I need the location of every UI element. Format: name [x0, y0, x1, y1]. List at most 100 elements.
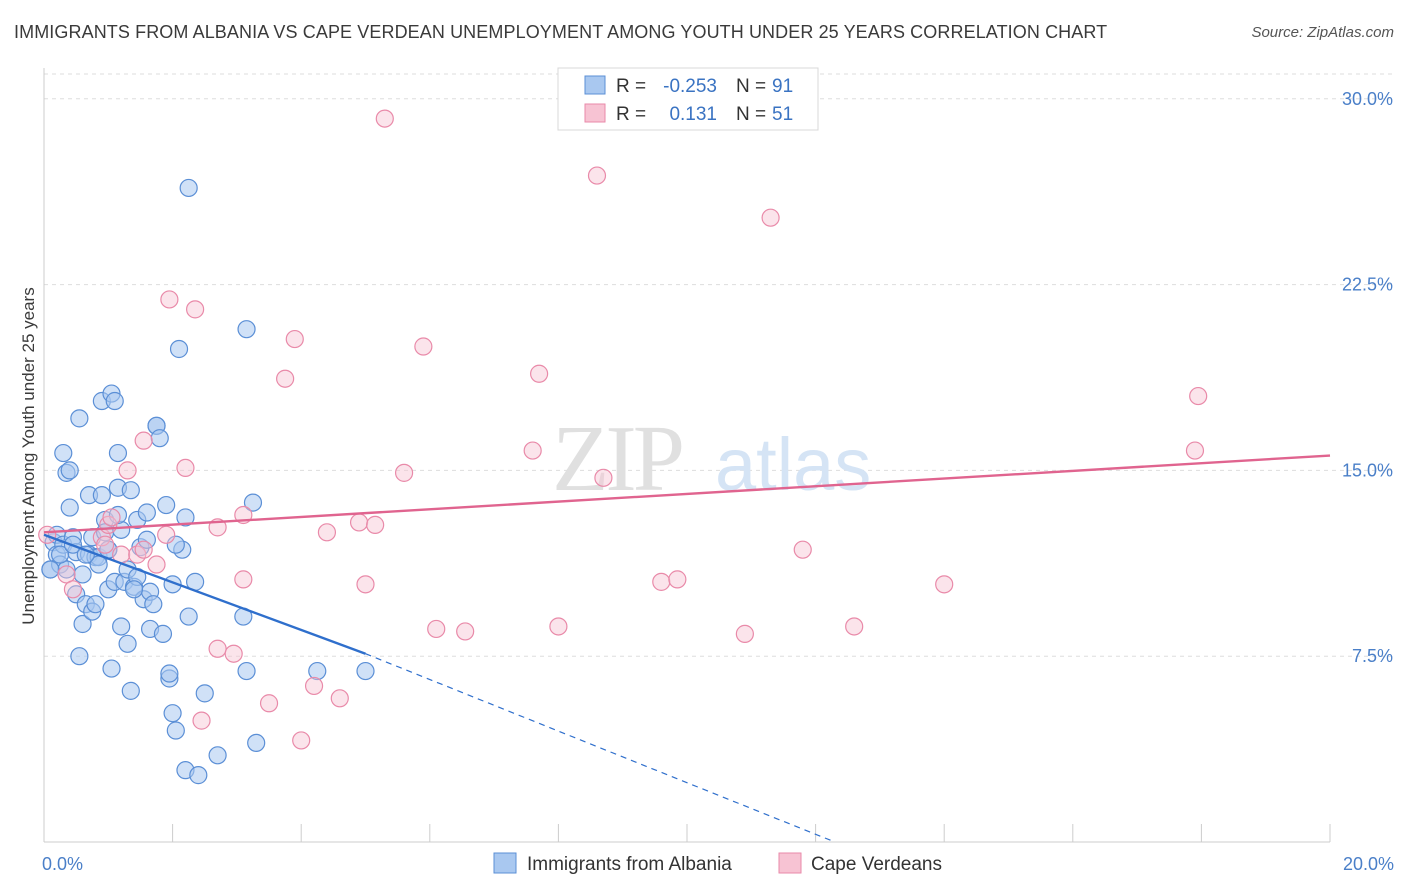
series-cape-verdean-points — [38, 109, 1208, 750]
albania-point-80 — [247, 733, 266, 753]
albania-point-52 — [137, 503, 156, 522]
albania-point-82 — [356, 661, 375, 681]
albania-point-24 — [86, 595, 105, 614]
legend-swatch-pink — [584, 103, 606, 123]
y-tick-label-1: 15.0% — [1342, 460, 1393, 480]
gridlines — [44, 73, 1394, 657]
albania-point-51 — [137, 530, 156, 549]
legend-r-label-2: R = — [616, 104, 646, 125]
cape-verdean-point-34 — [394, 463, 414, 482]
albania-point-55 — [144, 595, 163, 614]
bottom-legend: Immigrants from Albania Cape Verdeans — [493, 852, 942, 875]
albania-point-60 — [157, 495, 176, 515]
chart-title: IMMIGRANTS FROM ALBANIA VS CAPE VERDEAN … — [14, 22, 1108, 42]
albania-point-73 — [189, 766, 208, 785]
legend-box: R = -0.253 N = 91 R = 0.131 N = 51 — [557, 67, 819, 131]
albania-point-77 — [237, 320, 256, 339]
cape-verdean-point-28 — [317, 523, 337, 542]
cape-verdean-point-45 — [735, 624, 754, 643]
cape-verdean-point-33 — [375, 109, 394, 128]
albania-point-59 — [153, 624, 173, 643]
cape-verdean-point-49 — [935, 575, 954, 594]
albania-point-16 — [73, 565, 92, 584]
series-albania-points — [41, 178, 375, 785]
cape-verdean-point-24 — [276, 369, 295, 388]
y-tick-label-3: 30.0% — [1342, 89, 1393, 109]
albania-point-81 — [308, 661, 327, 681]
albania-point-64 — [163, 704, 182, 723]
cape-verdean-point-32 — [366, 515, 385, 534]
cape-verdean-point-13 — [157, 525, 176, 544]
albania-point-58 — [150, 429, 169, 448]
legend-r-value-1: -0.253 — [663, 76, 717, 97]
cape-verdean-point-46 — [761, 208, 780, 227]
albania-point-40 — [112, 617, 131, 636]
albania-trend-extension — [365, 653, 836, 843]
albania-point-71 — [179, 607, 198, 626]
watermark: ZIP atlas — [552, 407, 871, 511]
legend-n-label-1: N = — [736, 76, 766, 97]
albania-point-74 — [195, 684, 214, 703]
cape-verdean-point-11 — [134, 431, 153, 450]
cape-verdean-point-17 — [192, 711, 211, 730]
albania-point-89 — [166, 535, 185, 554]
albania-point-83 — [41, 560, 60, 579]
cape-verdean-point-25 — [285, 329, 304, 349]
legend-n-label-2: N = — [736, 104, 766, 125]
albania-point-15 — [70, 647, 89, 666]
albania-point-17 — [73, 614, 92, 634]
albania-point-79 — [243, 493, 263, 512]
cape-verdean-trend-line — [43, 454, 1331, 534]
albania-point-66 — [169, 339, 189, 359]
cape-verdean-point-35 — [414, 337, 433, 356]
y-axis-label: Unemployment Among Youth under 25 years — [19, 287, 38, 624]
albania-point-42 — [118, 634, 137, 653]
cape-verdean-point-43 — [652, 572, 671, 591]
albania-point-68 — [176, 508, 195, 527]
y-tick-labels: 7.5% 15.0% 22.5% 30.0% — [1342, 89, 1393, 666]
cape-verdean-point-14 — [160, 290, 179, 309]
albania-point-45 — [121, 681, 140, 700]
cape-verdean-point-40 — [549, 617, 568, 636]
legend-r-value-2: 0.131 — [669, 104, 717, 125]
cape-verdean-point-12 — [147, 555, 166, 574]
x-tick-min: 0.0% — [42, 854, 83, 874]
watermark-atlas: atlas — [715, 423, 871, 506]
albania-point-75 — [208, 746, 227, 765]
y-tick-label-0: 7.5% — [1352, 646, 1393, 666]
cape-verdean-point-19 — [208, 639, 227, 658]
albania-point-14 — [70, 409, 89, 428]
cape-verdean-point-42 — [594, 468, 613, 487]
legend-n-value-2: 51 — [772, 104, 793, 125]
cape-verdean-point-48 — [845, 617, 864, 636]
bottom-legend-label-blue: Immigrants from Albania — [527, 854, 732, 875]
legend-n-value-1: 91 — [772, 76, 793, 97]
watermark-zip: ZIP — [552, 407, 682, 511]
albania-point-6 — [54, 443, 73, 463]
cape-verdean-point-26 — [292, 731, 311, 750]
albania-point-38 — [108, 443, 128, 463]
cape-verdean-point-38 — [523, 441, 542, 460]
bottom-legend-swatch-blue — [493, 852, 517, 874]
cape-verdean-point-36 — [427, 619, 446, 639]
albania-point-10 — [60, 461, 79, 480]
legend-swatch-blue — [584, 75, 606, 95]
albania-point-28 — [92, 486, 111, 505]
cape-verdean-point-41 — [587, 166, 607, 185]
cape-verdean-point-50 — [1185, 441, 1205, 460]
albania-point-34 — [102, 659, 121, 678]
cape-verdean-point-39 — [530, 364, 549, 383]
cape-verdean-point-51 — [1189, 386, 1208, 406]
cape-verdean-point-47 — [793, 540, 812, 559]
legend-r-label-1: R = — [616, 76, 646, 97]
cape-verdean-point-15 — [176, 458, 195, 478]
cape-verdean-point-4 — [95, 535, 115, 554]
source-label: Source: ZipAtlas.com — [1251, 24, 1394, 41]
albania-point-62 — [160, 664, 179, 683]
cape-verdean-point-16 — [186, 300, 205, 319]
x-tick-max: 20.0% — [1343, 854, 1394, 874]
cape-verdean-point-20 — [224, 644, 243, 663]
albania-point-70 — [179, 178, 198, 198]
cape-verdean-point-29 — [330, 689, 349, 708]
